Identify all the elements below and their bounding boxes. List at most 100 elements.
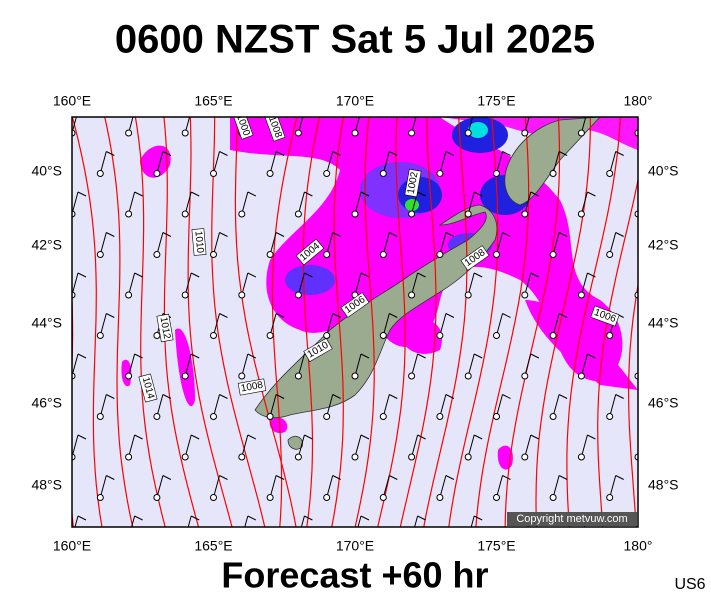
station <box>493 494 500 501</box>
isobar-label-box <box>340 292 370 318</box>
station <box>351 210 359 218</box>
isobar-label-text: 1012 <box>158 316 173 340</box>
station <box>153 332 161 339</box>
barb-flag <box>389 151 398 156</box>
barb-flag <box>445 475 455 480</box>
barb-staff <box>382 151 390 174</box>
isobar <box>399 117 437 527</box>
station <box>606 413 614 420</box>
barb-staff <box>241 434 249 458</box>
isobar <box>271 117 298 527</box>
barb-flag <box>473 353 483 359</box>
barb-staff <box>156 475 164 498</box>
barb-flag <box>587 191 596 197</box>
barb-staff <box>72 434 79 458</box>
lon-label: 180° <box>624 93 653 109</box>
barb-staff <box>326 475 334 498</box>
barb-flag <box>162 151 172 156</box>
barb-staff <box>72 353 79 377</box>
barb-staff <box>99 394 107 417</box>
barb-flag <box>190 191 200 197</box>
barb-flag <box>502 394 511 399</box>
station <box>238 372 246 380</box>
barb-staff <box>439 475 447 498</box>
barb-staff <box>470 515 475 527</box>
lat-label: 40°S <box>648 163 679 179</box>
barb-flag <box>445 313 455 318</box>
barb-flag <box>615 394 624 399</box>
station <box>210 251 217 258</box>
barb-staff <box>354 434 362 458</box>
station <box>549 170 557 177</box>
station <box>351 453 359 461</box>
station <box>606 332 614 339</box>
barb-staff <box>354 191 362 215</box>
isobar <box>72 117 103 527</box>
barb-flag <box>275 394 285 399</box>
barb-flag <box>615 475 624 480</box>
barb-staff <box>184 434 192 458</box>
station <box>606 170 614 177</box>
station <box>379 332 387 339</box>
barb-flag <box>275 151 285 156</box>
barb-staff <box>524 272 532 296</box>
station <box>493 251 500 258</box>
barb-staff <box>187 515 192 527</box>
barb-flag <box>418 111 426 115</box>
barb-flag <box>587 353 596 359</box>
barb-staff <box>609 151 617 174</box>
barb-staff <box>213 232 220 255</box>
barb-staff <box>297 434 305 458</box>
barb-flag <box>473 272 483 278</box>
isobar-label-text: 1002 <box>406 171 421 195</box>
station <box>408 453 416 461</box>
station <box>266 494 274 501</box>
barb-flag <box>417 434 426 440</box>
barb-staff <box>524 191 532 215</box>
barb-flag <box>389 475 398 480</box>
station <box>577 372 585 380</box>
station <box>464 291 472 299</box>
station <box>125 372 133 380</box>
isobar <box>423 117 468 527</box>
station <box>549 494 557 501</box>
isobar-label: 1008 <box>237 378 267 396</box>
isobar-label-box <box>404 168 422 198</box>
station <box>521 129 529 137</box>
barb-staff <box>184 353 192 377</box>
station <box>408 129 416 137</box>
barb-flag <box>502 232 511 237</box>
barb-staff <box>184 272 192 296</box>
barb-staff <box>269 151 277 174</box>
station <box>96 332 104 339</box>
barb-flag <box>304 515 313 521</box>
station <box>323 494 331 501</box>
station <box>493 170 500 177</box>
barb-staff <box>74 515 79 527</box>
barb-flag <box>247 191 257 197</box>
barb-staff <box>156 232 164 255</box>
station <box>181 129 189 137</box>
barb-flag <box>219 394 228 399</box>
barb-flag <box>474 111 482 115</box>
barb-flag <box>77 434 87 440</box>
isobar <box>377 117 406 527</box>
barb-flag <box>389 232 398 237</box>
barb-flag <box>389 313 398 318</box>
barb-flag <box>106 394 115 399</box>
station <box>464 372 472 380</box>
station <box>153 251 161 258</box>
barb-staff <box>128 272 136 296</box>
isobar-label-box <box>295 238 325 266</box>
barb-staff <box>609 475 617 498</box>
station <box>125 453 133 461</box>
station <box>96 494 104 501</box>
isobar-label-box <box>303 337 333 363</box>
barb-flag <box>417 515 426 521</box>
barb-flag <box>558 475 568 480</box>
barb-flag <box>530 353 540 359</box>
barb-staff <box>244 515 249 527</box>
station <box>238 291 246 299</box>
station <box>323 251 331 258</box>
